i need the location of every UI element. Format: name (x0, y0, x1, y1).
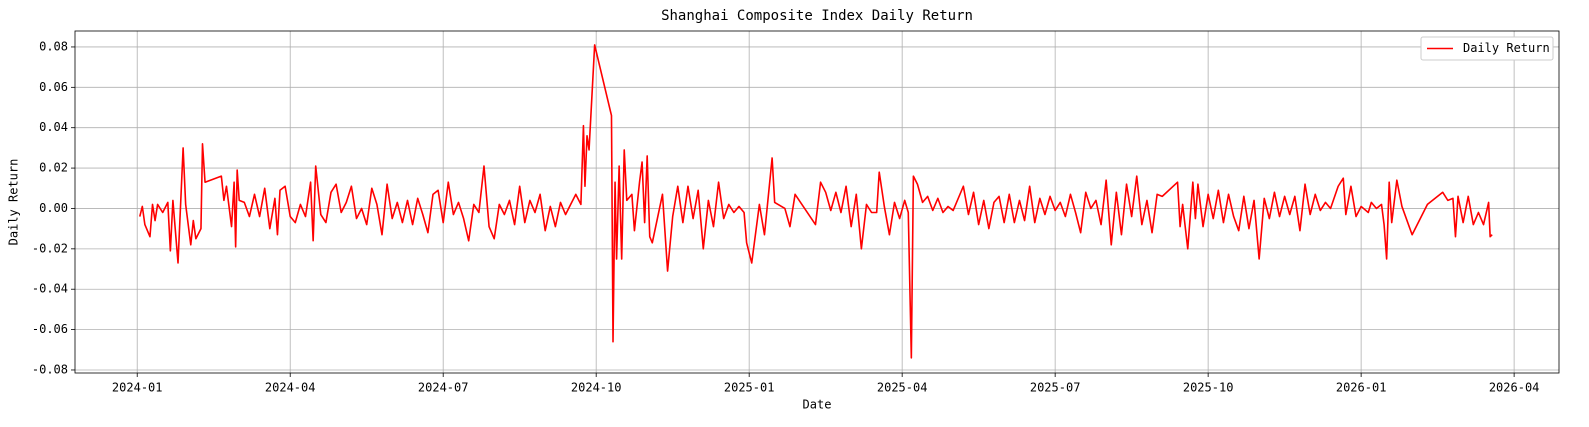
y-tick-label: -0.04 (32, 282, 68, 296)
chart-title: Shanghai Composite Index Daily Return (661, 8, 973, 24)
x-tick-label: 2025-07 (1030, 381, 1081, 395)
x-tick-label: 2026-01 (1336, 381, 1387, 395)
data-line (138, 44, 1493, 359)
legend-box (1420, 36, 1554, 61)
x-tick-label: 2025-10 (1183, 381, 1234, 395)
y-tick-label: -0.06 (32, 322, 68, 336)
y-tick-label: -0.02 (32, 241, 68, 255)
x-tick-label: 2025-04 (877, 381, 928, 395)
x-tick-label: 2025-01 (724, 381, 775, 395)
plot-frame (74, 30, 1560, 374)
x-tick-label: 2024-10 (571, 381, 622, 395)
x-axis-label: Date (803, 398, 832, 412)
x-tick-label: 2024-04 (265, 381, 316, 395)
y-tick-label: 0.06 (39, 80, 68, 94)
y-tick-label: 0.02 (39, 161, 68, 175)
x-tick-label: 2024-01 (112, 381, 163, 395)
y-tick-label: 0.08 (39, 39, 68, 53)
x-tick-label: 2024-07 (418, 381, 469, 395)
y-tick-label: -0.08 (32, 362, 68, 376)
x-tick-label: 2026-04 (1489, 381, 1540, 395)
y-tick-label: 0.04 (39, 120, 68, 134)
y-axis-label: Daily Return (7, 159, 21, 246)
y-tick-label: 0.00 (39, 201, 68, 215)
legend-label: Daily Return (1463, 41, 1550, 55)
